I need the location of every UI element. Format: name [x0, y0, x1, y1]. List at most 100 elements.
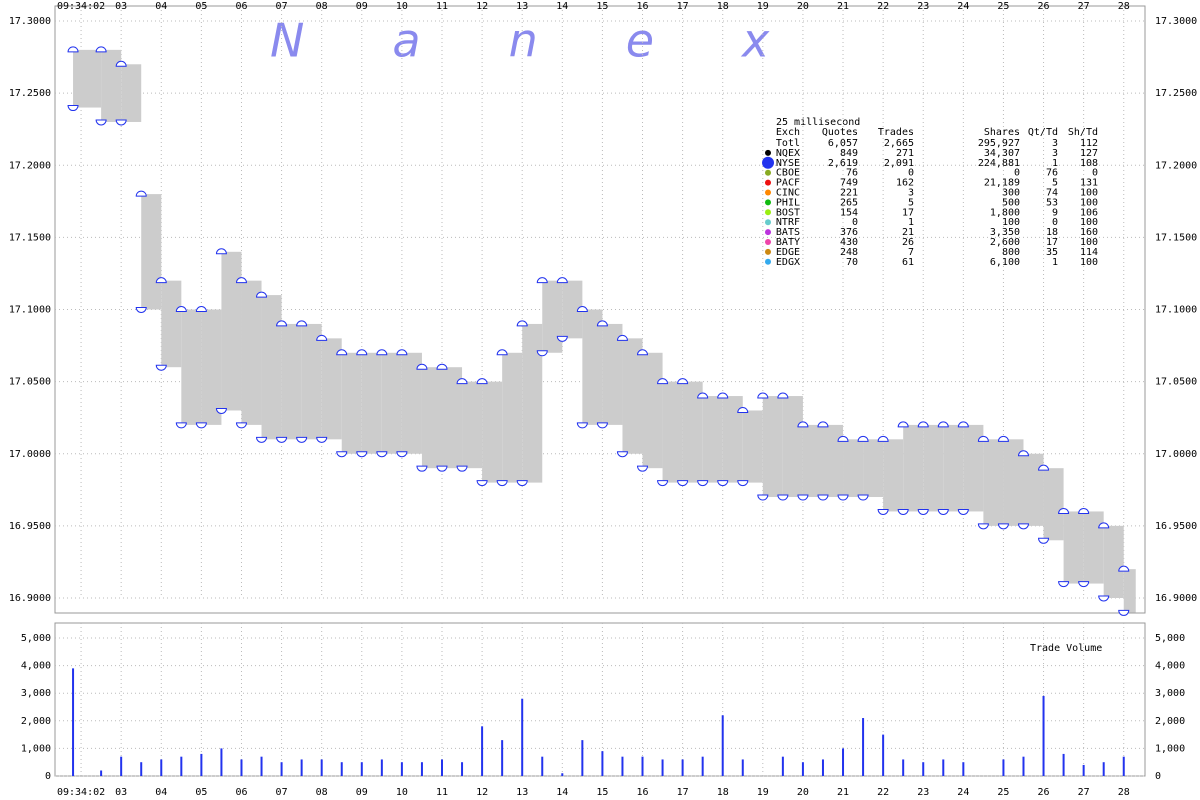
table-cell: NTRF	[776, 217, 800, 228]
x-tick-label-top: 23	[917, 1, 929, 12]
y-tick-label-right: 5,000	[1155, 633, 1185, 644]
y-tick-label-right: 17.3000	[1155, 16, 1197, 27]
x-tick-label-top: 04	[155, 1, 167, 12]
x-tick-label: 12	[476, 787, 488, 798]
ask-marker	[67, 46, 79, 53]
quote-band	[943, 424, 964, 512]
table-cell: 6,057	[828, 138, 858, 149]
y-tick-label: 2,000	[21, 716, 51, 727]
volume-bar	[801, 762, 804, 776]
quote-band	[381, 352, 402, 454]
volume-bar	[1082, 764, 1085, 776]
x-tick-label: 15	[596, 787, 608, 798]
ask-marker	[235, 277, 247, 284]
table-cell: 2,665	[884, 138, 914, 149]
y-tick-label: 17.2500	[9, 88, 51, 99]
table-cell: 2,091	[884, 158, 914, 169]
quote-band	[602, 323, 623, 425]
quote-band	[622, 338, 643, 454]
table-cell: 112	[1080, 138, 1098, 149]
ask-marker	[757, 392, 769, 399]
bid-marker	[677, 480, 689, 487]
volume-bar	[721, 715, 724, 776]
table-cell: 100	[1080, 257, 1098, 268]
volume-bar	[661, 759, 664, 776]
table-cell: CBOE	[776, 168, 800, 179]
y-tick-label-right: 1,000	[1155, 743, 1185, 754]
volume-bar	[501, 740, 504, 776]
table-cell: 21	[902, 227, 914, 238]
volume-bar	[72, 668, 75, 776]
x-tick-label-top: 12	[476, 1, 488, 12]
table-cell: 127	[1080, 148, 1098, 159]
bid-marker	[957, 508, 969, 515]
table-cell: 160	[1080, 227, 1098, 238]
quote-band	[1103, 525, 1124, 598]
x-tick-label-top: 05	[195, 1, 207, 12]
x-tick-label: 14	[556, 787, 568, 798]
table-cell: 800	[1002, 247, 1020, 258]
ask-marker	[937, 421, 949, 428]
x-tick-label-top: 07	[276, 1, 288, 12]
x-tick-label: 09:34:02	[57, 787, 105, 798]
bid-marker	[556, 335, 568, 342]
volume-bar	[781, 756, 784, 776]
table-cell: 61	[902, 257, 914, 268]
ask-marker	[336, 349, 348, 356]
quote-band	[261, 295, 282, 440]
ask-marker	[476, 378, 488, 385]
volume-bar	[561, 773, 564, 776]
ask-marker	[917, 421, 929, 428]
legend-marker	[765, 199, 771, 206]
volume-bar	[440, 759, 443, 776]
x-tick-label: 03	[115, 787, 127, 798]
x-tick-label-top: 19	[757, 1, 769, 12]
x-tick-label: 22	[877, 787, 889, 798]
quote-band	[121, 64, 142, 122]
bid-marker	[456, 465, 468, 472]
volume-bar	[922, 762, 925, 776]
table-header: Qt/Td	[1028, 127, 1058, 138]
ask-marker	[396, 349, 408, 356]
volume-bar	[100, 770, 103, 776]
quote-band	[582, 309, 603, 425]
bid-marker	[817, 494, 829, 501]
x-tick-label: 28	[1118, 787, 1130, 798]
y-tick-label: 17.0000	[9, 449, 51, 460]
table-cell: PHIL	[776, 197, 800, 208]
volume-bar	[300, 759, 303, 776]
bid-marker	[616, 451, 628, 458]
ask-marker	[616, 334, 628, 341]
ask-marker	[957, 421, 969, 428]
volume-bar	[340, 762, 343, 776]
table-cell: EDGX	[776, 257, 800, 268]
table-cell: 3,350	[990, 227, 1020, 238]
table-cell: 3	[1052, 138, 1058, 149]
table-cell: 300	[1002, 188, 1020, 199]
bid-marker	[376, 451, 388, 458]
table-header: Exch	[776, 127, 800, 138]
table-cell: 34,307	[984, 148, 1020, 159]
volume-bar	[1122, 756, 1125, 776]
x-tick-label: 25	[997, 787, 1009, 798]
bid-marker	[997, 523, 1009, 530]
x-tick-label-top: 17	[677, 1, 689, 12]
y-tick-label-right: 0	[1155, 771, 1161, 782]
bid-marker	[1098, 595, 1110, 602]
table-cell: 2,600	[990, 237, 1020, 248]
quote-band	[341, 352, 362, 454]
ask-marker	[175, 306, 187, 312]
quote-band	[241, 280, 262, 425]
x-tick-label: 07	[276, 787, 288, 798]
bid-marker	[1058, 581, 1070, 587]
quote-band	[963, 424, 984, 512]
x-tick-label-top: 03	[115, 1, 127, 12]
ask-marker	[536, 277, 548, 284]
quote-band	[522, 323, 543, 483]
table-cell: 9	[1052, 207, 1058, 218]
table-cell: 221	[840, 188, 858, 199]
volume-bar	[902, 759, 905, 776]
x-tick-label-top: 09:34:02	[57, 1, 105, 12]
volume-bar	[621, 756, 624, 776]
ask-marker	[376, 349, 388, 356]
